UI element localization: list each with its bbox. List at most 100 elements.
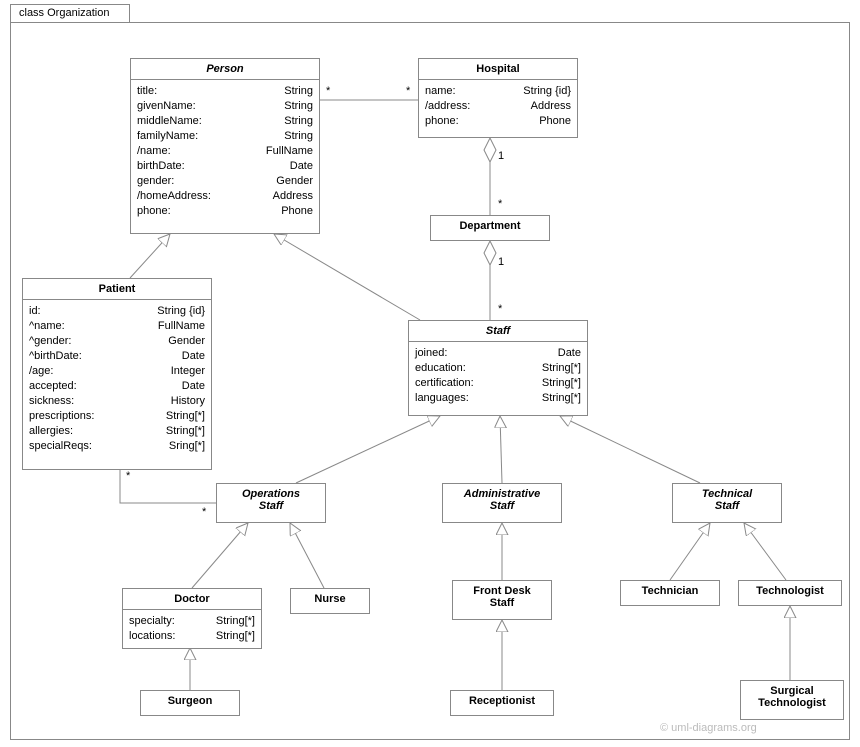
class-admin_staff: AdministrativeStaff — [442, 483, 562, 523]
attr-name: name: — [425, 84, 466, 99]
attr-row: /homeAddress:Address — [137, 189, 313, 204]
attr-name: specialReqs: — [29, 439, 102, 454]
attr-name: ^birthDate: — [29, 349, 92, 364]
attr-type: Date — [290, 159, 313, 174]
attr-type: String[*] — [166, 409, 205, 424]
attr-name: /name: — [137, 144, 181, 159]
attr-name: sickness: — [29, 394, 84, 409]
attr-name: languages: — [415, 391, 479, 406]
attr-name: /homeAddress: — [137, 189, 221, 204]
attr-row: title:String — [137, 84, 313, 99]
attr-name: prescriptions: — [29, 409, 104, 424]
class-technologist: Technologist — [738, 580, 842, 606]
mult-dept-staff-star: * — [498, 303, 502, 315]
attr-name: ^name: — [29, 319, 75, 334]
class-title: Surgeon — [141, 691, 239, 711]
class-receptionist: Receptionist — [450, 690, 554, 716]
attr-name: birthDate: — [137, 159, 195, 174]
attr-type: String {id} — [157, 304, 205, 319]
attr-type: String — [284, 84, 313, 99]
attr-row: id:String {id} — [29, 304, 205, 319]
class-title: Patient — [23, 279, 211, 300]
attr-name: education: — [415, 361, 476, 376]
attr-row: /address: Address — [425, 99, 571, 114]
class-nurse: Nurse — [290, 588, 370, 614]
attr-type: Address — [531, 99, 571, 114]
attr-name: /age: — [29, 364, 63, 379]
attr-row: allergies: String[*] — [29, 424, 205, 439]
attr-row: /age:Integer — [29, 364, 205, 379]
package-tab: class Organization — [10, 4, 130, 22]
attr-row: education: String[*] — [415, 361, 581, 376]
class-patient: Patient id:String {id}^name: FullName^gend… — [22, 278, 212, 470]
mult-person-side: * — [326, 85, 330, 97]
attr-type: Date — [558, 346, 581, 361]
attr-type: FullName — [266, 144, 313, 159]
mult-hospital-dept-star: * — [498, 198, 502, 210]
attr-type: String — [284, 129, 313, 144]
attr-type: String[*] — [166, 424, 205, 439]
attr-type: String[*] — [542, 391, 581, 406]
attr-name: gender: — [137, 174, 184, 189]
attr-row: certification: String[*] — [415, 376, 581, 391]
attr-name: middleName: — [137, 114, 212, 129]
attr-row: accepted:Date — [29, 379, 205, 394]
mult-dept-staff-1: 1 — [498, 256, 504, 268]
class-title: TechnicalStaff — [673, 484, 781, 516]
attr-row: phone: Phone — [137, 204, 313, 219]
attr-name: /address: — [425, 99, 480, 114]
attr-name: allergies: — [29, 424, 83, 439]
watermark: © uml-diagrams.org — [660, 722, 757, 734]
class-title: OperationsStaff — [217, 484, 325, 516]
attr-row: familyName: String — [137, 129, 313, 144]
attr-type: String — [284, 114, 313, 129]
attr-name: phone: — [137, 204, 181, 219]
attr-name: familyName: — [137, 129, 208, 144]
attr-row: locations:String[*] — [129, 629, 255, 644]
attr-type: Date — [182, 379, 205, 394]
attr-row: ^name: FullName — [29, 319, 205, 334]
class-attrs: name: String {id} /address: Addressphone:Ph… — [419, 80, 577, 133]
mult-patient-ops-star1: * — [126, 470, 130, 482]
attr-type: String[*] — [542, 376, 581, 391]
attr-type: Phone — [281, 204, 313, 219]
attr-type: Phone — [539, 114, 571, 129]
attr-name: joined: — [415, 346, 457, 361]
attr-row: /name: FullName — [137, 144, 313, 159]
class-title: AdministrativeStaff — [443, 484, 561, 516]
attr-row: phone:Phone — [425, 114, 571, 129]
attr-row: gender: Gender — [137, 174, 313, 189]
class-title: Person — [131, 59, 319, 80]
attr-type: String[*] — [542, 361, 581, 376]
attr-row: specialReqs:Sring[*] — [29, 439, 205, 454]
attr-row: specialty:String[*] — [129, 614, 255, 629]
class-technician: Technician — [620, 580, 720, 606]
class-attrs: id:String {id}^name: FullName^gender:Gend… — [23, 300, 211, 458]
class-title: Technician — [621, 581, 719, 601]
class-tech_staff: TechnicalStaff — [672, 483, 782, 523]
class-staff: Staffjoined:Dateeducation:String[*]certi… — [408, 320, 588, 416]
class-surg_tech: SurgicalTechnologist — [740, 680, 844, 720]
attr-row: ^gender:Gender — [29, 334, 205, 349]
class-doctor: Doctorspecialty:String[*]locations:Strin… — [122, 588, 262, 649]
attr-name: certification: — [415, 376, 484, 391]
attr-name: givenName: — [137, 99, 206, 114]
class-attrs: title:StringgivenName: String middleName: S… — [131, 80, 319, 223]
class-frontdesk: Front DeskStaff — [452, 580, 552, 620]
attr-type: Gender — [276, 174, 313, 189]
attr-name: locations: — [129, 629, 185, 644]
class-title: Technologist — [739, 581, 841, 601]
attr-row: sickness:History — [29, 394, 205, 409]
attr-row: languages: String[*] — [415, 391, 581, 406]
attr-row: name: String {id} — [425, 84, 571, 99]
attr-type: String — [284, 99, 313, 114]
attr-type: FullName — [158, 319, 205, 334]
class-title: Front DeskStaff — [453, 581, 551, 613]
attr-type: String {id} — [523, 84, 571, 99]
attr-type: Gender — [168, 334, 205, 349]
class-surgeon: Surgeon — [140, 690, 240, 716]
class-title: Doctor — [123, 589, 261, 610]
class-department: Department — [430, 215, 550, 241]
package-label: class Organization — [19, 7, 110, 19]
class-attrs: specialty:String[*]locations:String[*] — [123, 610, 261, 648]
